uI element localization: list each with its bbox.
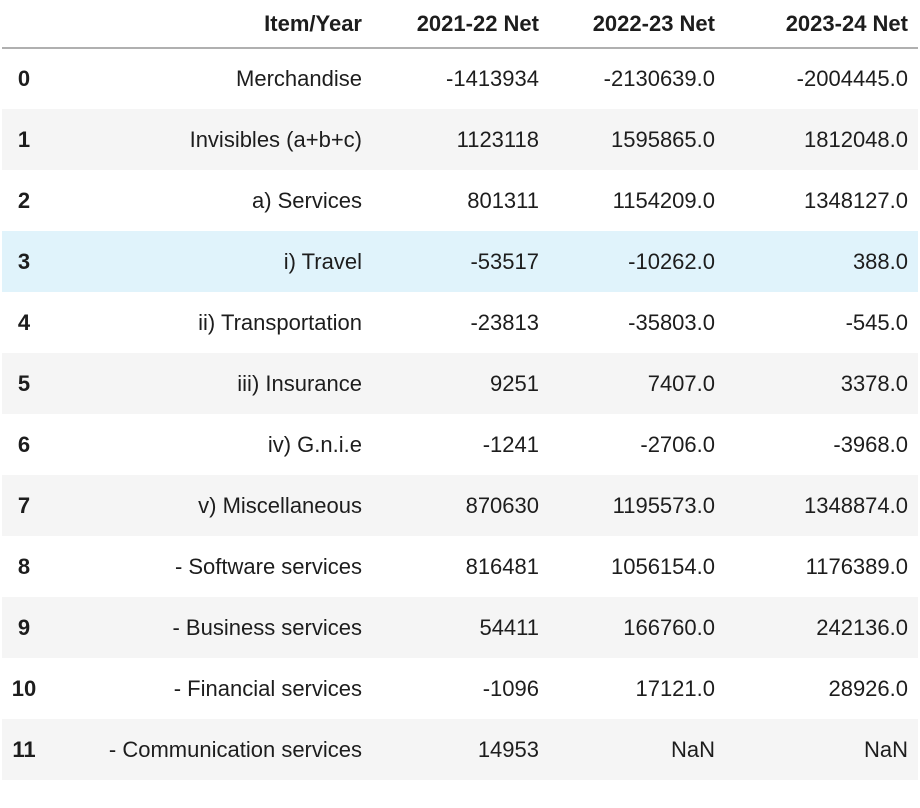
value-cell: 14953: [477, 736, 539, 762]
value-cell: -23813: [470, 309, 539, 335]
value-cell: 1348127.0: [804, 187, 908, 213]
table-row[interactable]: 1 Invisibles (a+b+c) 1123118 1595865.0 18120…: [2, 109, 918, 170]
value-cell: 801311: [467, 187, 539, 213]
item-cell: iii) Insurance: [237, 370, 362, 396]
table-row[interactable]: 8 - Software services 816481 1056154.0 11763…: [2, 536, 918, 597]
table-row[interactable]: 6 iv) G.n.i.e -1241 -2706.0 -3968.0: [2, 414, 918, 475]
column-header-3: 2023-24 Net: [725, 0, 918, 49]
value-cell: -2130639.0: [603, 66, 715, 91]
row-index-cell: 10: [11, 675, 37, 701]
column-header-1: 2021-22 Net: [372, 0, 549, 49]
value-cell: 166760.0: [623, 614, 715, 640]
value-cell: 9251: [490, 370, 539, 396]
table-row[interactable]: 5 iii) Insurance 9251 7407.0 3378.0: [2, 353, 918, 414]
value-cell: 1195573.0: [612, 492, 715, 518]
index-column-header: [2, 0, 46, 49]
item-cell: - Software services: [174, 553, 362, 579]
value-cell: -3968.0: [833, 431, 908, 457]
table-row[interactable]: 2 a) Services 801311 1154209.0 1348127.0: [2, 170, 918, 231]
value-cell: -1413934: [446, 66, 539, 91]
value-cell: -35803.0: [628, 309, 715, 335]
value-cell: 1176389.0: [805, 553, 908, 579]
column-header-0: Item/Year: [46, 0, 372, 49]
row-index-cell: 5: [17, 370, 31, 396]
item-cell: - Financial services: [173, 675, 362, 701]
value-cell: 1595865.0: [611, 126, 715, 152]
table-row[interactable]: 0 Merchandise -1413934 -2130639.0 -2004445.0: [2, 48, 918, 109]
item-cell: a) Services: [251, 187, 362, 213]
row-index-cell: 2: [17, 187, 31, 213]
row-index-cell: 3: [17, 248, 31, 274]
row-index-cell: 8: [17, 553, 31, 579]
value-cell: 54411: [479, 614, 539, 640]
row-index-cell: 6: [17, 431, 31, 457]
value-cell: 870630: [465, 492, 539, 518]
table-row[interactable]: 7 v) Miscellaneous 870630 1195573.0 1348874.…: [2, 475, 918, 536]
row-index-cell: 0: [17, 66, 31, 91]
value-cell: -1241: [482, 431, 539, 457]
value-cell: 242136.0: [816, 614, 908, 640]
value-cell: 1812048.0: [804, 126, 908, 152]
table-row[interactable]: 4 ii) Transportation -23813 -35803.0 -545.0: [2, 292, 918, 353]
value-cell: NaN: [670, 736, 715, 762]
table-body: 0 Merchandise -1413934 -2130639.0 -2004445.0…: [2, 48, 918, 780]
row-index-cell: 11: [12, 736, 36, 762]
value-cell: 17121.0: [635, 675, 715, 701]
item-cell: - Business services: [172, 614, 362, 640]
table-row[interactable]: 9 - Business services 54411 166760.0 242136.…: [2, 597, 918, 658]
value-cell: -2706.0: [640, 431, 715, 457]
item-cell: - Communication services: [108, 736, 362, 762]
table-header: Item/Year 2021-22 Net 2022-23 Net 2023-24 N…: [2, 0, 918, 49]
value-cell: 1348874.0: [804, 492, 908, 518]
row-index-cell: 1: [17, 126, 31, 152]
table-row[interactable]: 3 i) Travel -53517 -10262.0 388.0: [2, 231, 918, 292]
item-cell: Invisibles (a+b+c): [189, 126, 362, 152]
row-index-cell: 9: [17, 614, 31, 640]
header-row: Item/Year 2021-22 Net 2022-23 Net 2023-24 N…: [2, 0, 918, 49]
item-cell: iv) G.n.i.e: [267, 431, 362, 457]
value-cell: 28926.0: [828, 675, 908, 701]
item-cell: i) Travel: [283, 248, 362, 274]
value-cell: 7407.0: [647, 370, 715, 396]
row-index-cell: 4: [17, 309, 31, 335]
row-index-cell: 7: [17, 492, 31, 518]
item-cell: v) Miscellaneous: [198, 492, 362, 518]
value-cell: NaN: [863, 736, 908, 762]
value-cell: 1056154.0: [611, 553, 715, 579]
value-cell: -2004445.0: [796, 66, 908, 91]
value-cell: -10262.0: [628, 248, 715, 274]
value-cell: 1123118: [456, 126, 539, 152]
value-cell: -545.0: [845, 309, 908, 335]
value-cell: -53517: [470, 248, 539, 274]
column-header-2: 2022-23 Net: [549, 0, 725, 49]
value-cell: 3378.0: [840, 370, 908, 396]
item-cell: Merchandise: [236, 66, 362, 91]
item-cell: ii) Transportation: [198, 309, 362, 335]
table-row[interactable]: 11 - Communication services 14953 NaN NaN: [2, 719, 918, 780]
value-cell: 816481: [465, 553, 539, 579]
table-row[interactable]: 10 - Financial services -1096 17121.0 28926.…: [2, 658, 918, 719]
value-cell: -1096: [482, 675, 539, 701]
value-cell: 388.0: [852, 248, 908, 274]
value-cell: 1154209.0: [612, 187, 715, 213]
dataframe-table: Item/Year 2021-22 Net 2022-23 Net 2023-24 N…: [2, 0, 918, 780]
